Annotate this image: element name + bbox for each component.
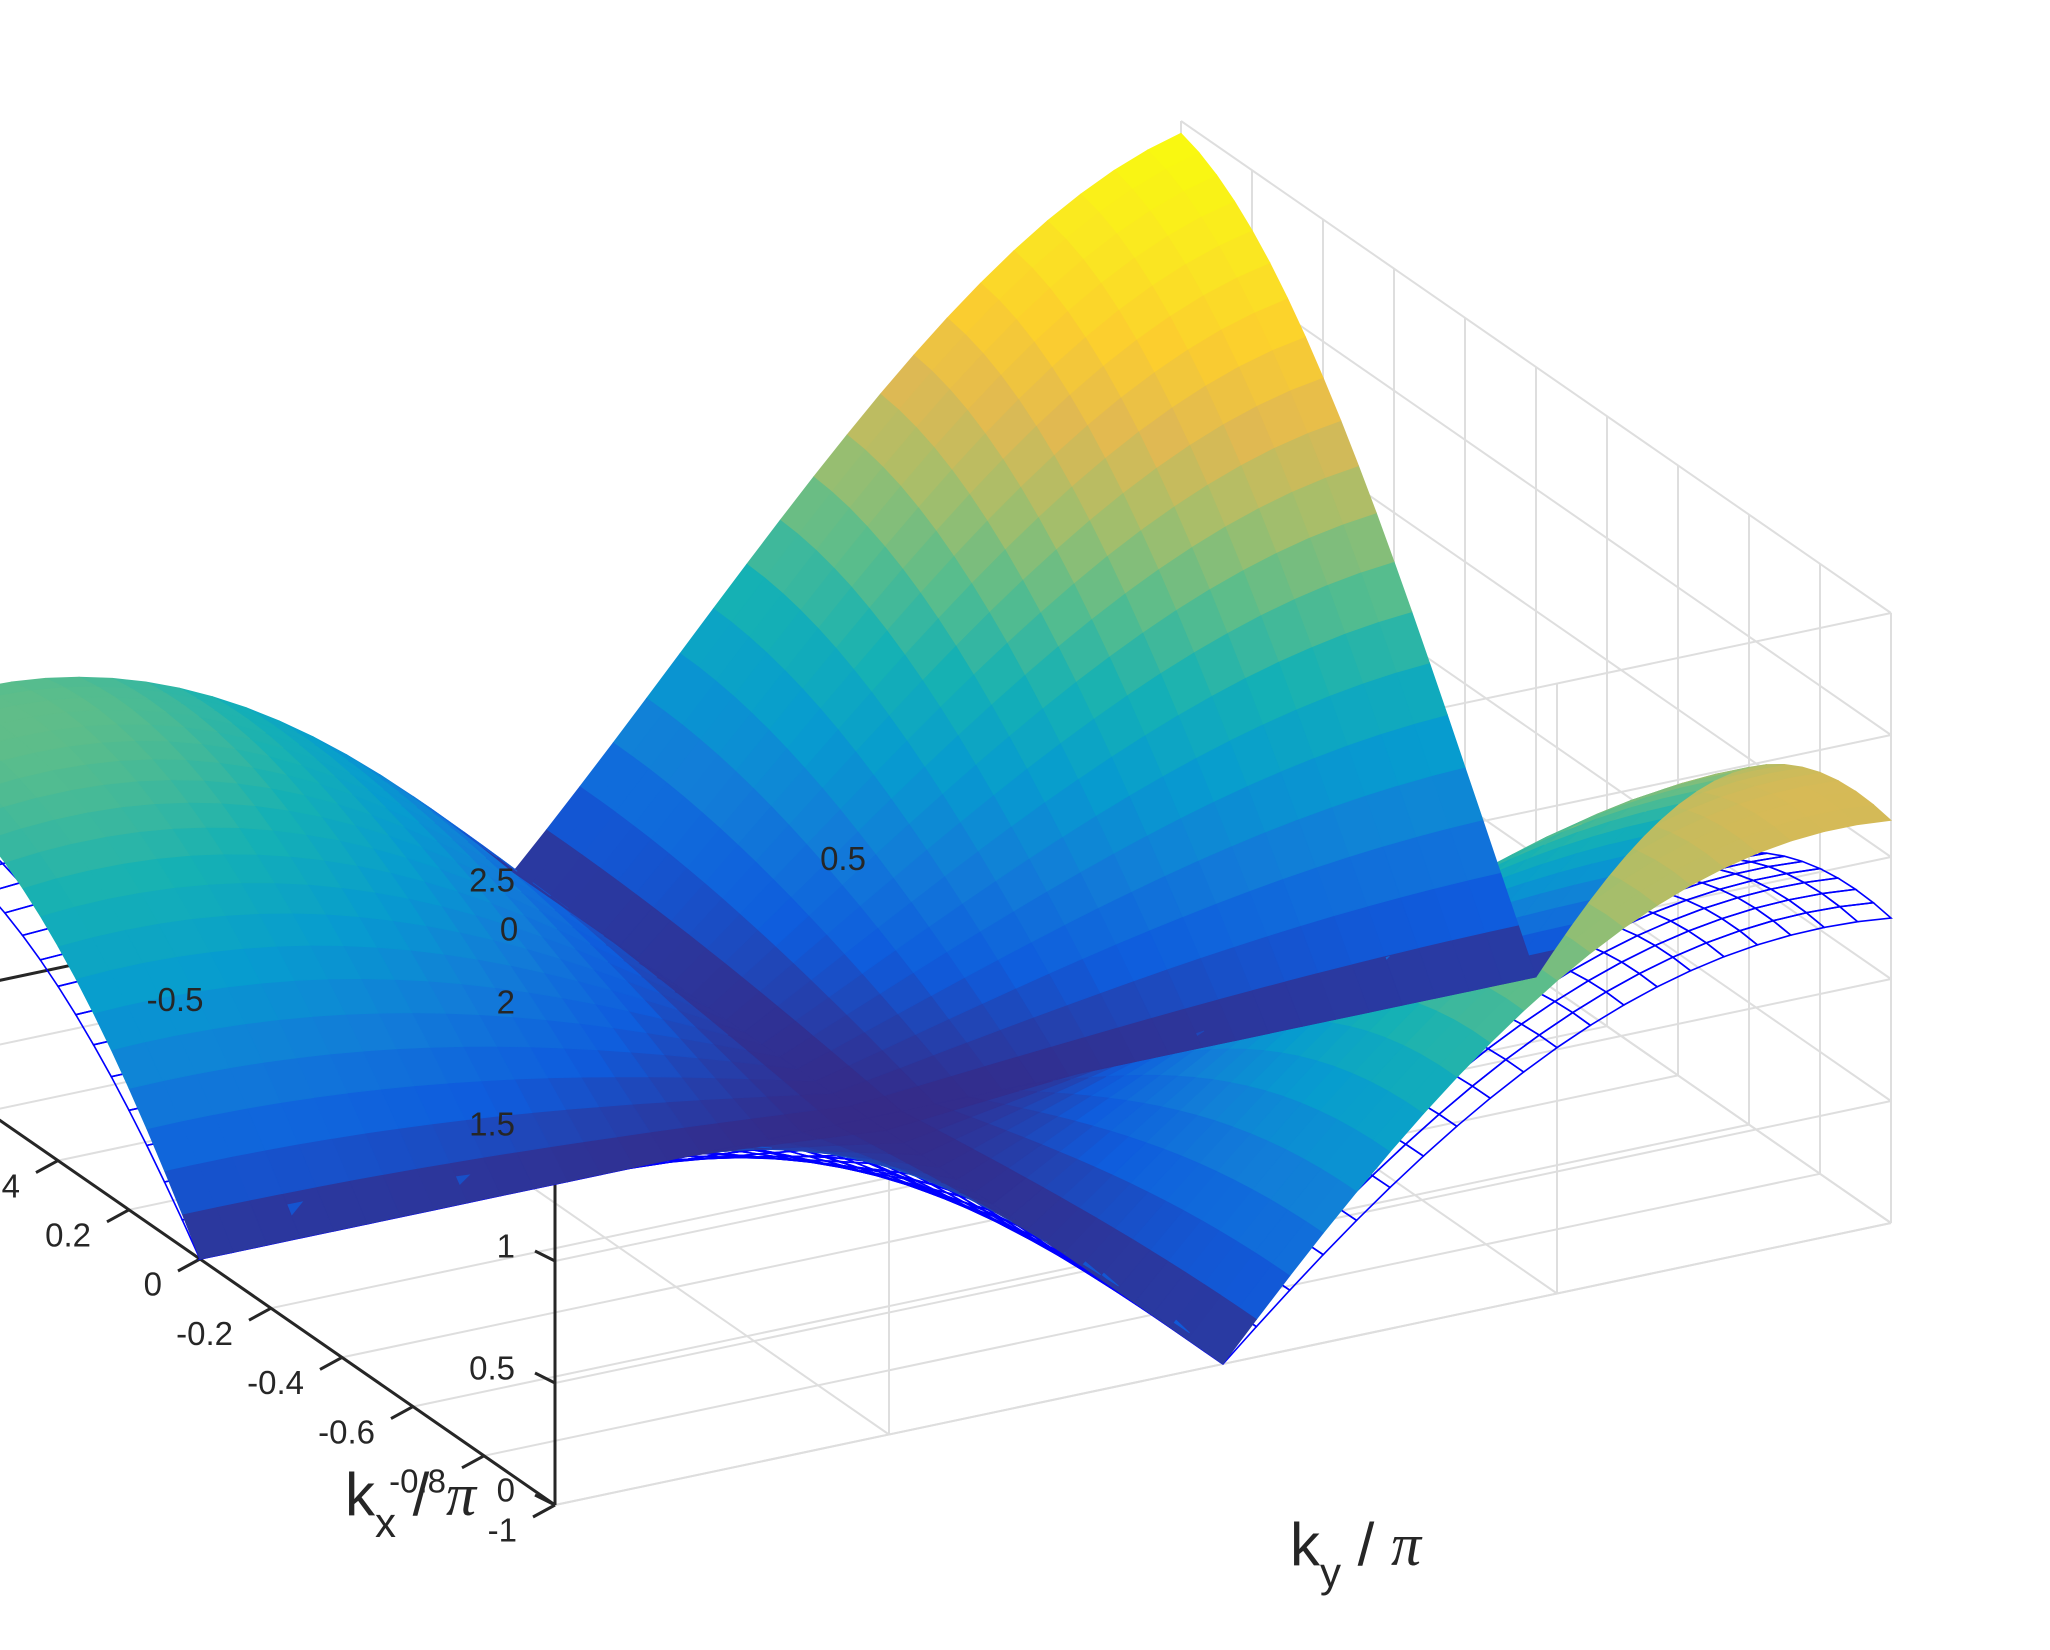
y-axis-title: ky / π bbox=[1290, 1511, 1423, 1596]
surface-cell-33-0 bbox=[0, 803, 4, 809]
z-tick-label-4: 2 bbox=[497, 984, 515, 1021]
right-wall-hgrid-5 bbox=[1180, 120, 1892, 614]
x-tick-2 bbox=[390, 1405, 414, 1420]
mesh-cell-2-38 bbox=[1768, 881, 1825, 901]
y-tick-label-2: 0 bbox=[500, 911, 518, 948]
x-tick-label-0: -1 bbox=[488, 1512, 517, 1549]
z-tick-label-0: 0 bbox=[497, 1472, 515, 1509]
z-tick-1 bbox=[534, 1371, 556, 1385]
x-tick-5 bbox=[177, 1257, 201, 1273]
x-tick-6 bbox=[106, 1208, 130, 1224]
y-tick-label-3: 0.5 bbox=[820, 840, 866, 877]
mesh-cell-0-38 bbox=[1804, 905, 1860, 929]
z-tick-label-5: 2.5 bbox=[469, 862, 515, 899]
x-tick-label-4: -0.2 bbox=[176, 1315, 233, 1352]
surface-cell-38-3 bbox=[0, 696, 16, 709]
x-axis-title: kx / π bbox=[345, 1461, 478, 1546]
mesh-cell-2-39 bbox=[1801, 877, 1858, 895]
surface-cell-36-2 bbox=[0, 724, 18, 742]
z-tick-2 bbox=[534, 1249, 556, 1263]
mesh-cell-0-36 bbox=[1738, 919, 1793, 946]
x-tick-7 bbox=[35, 1159, 59, 1174]
x-tick-label-6: 0.2 bbox=[45, 1217, 91, 1254]
x-tick-label-5: 0 bbox=[144, 1266, 162, 1303]
mesh-cell-2-37 bbox=[1735, 888, 1791, 910]
y-tick-label-1: -0.5 bbox=[147, 981, 204, 1018]
z-tick-0 bbox=[534, 1493, 556, 1507]
surface-solid bbox=[0, 132, 1892, 1365]
z-tick-label-3: 1.5 bbox=[469, 1106, 515, 1143]
x-tick-3 bbox=[319, 1356, 343, 1371]
z-tick-label-1: 0.5 bbox=[469, 1350, 515, 1387]
x-tick-0 bbox=[532, 1503, 556, 1519]
x-tick-label-2: -0.6 bbox=[318, 1413, 375, 1450]
x-tick-4 bbox=[248, 1306, 272, 1322]
x-tick-label-1: -0.8 bbox=[389, 1463, 446, 1500]
x-tick-label-7: 0.4 bbox=[0, 1167, 20, 1204]
mesh-cell-1-36 bbox=[1720, 907, 1775, 932]
z-tick-label-2: 1 bbox=[497, 1228, 515, 1265]
surface-cell-35-1 bbox=[0, 759, 2, 762]
tick-labels: 00.511.522.5-1-0.8-0.6-0.4-0.200.20.40.6… bbox=[0, 840, 866, 1549]
mesh-cell-1-38 bbox=[1786, 892, 1842, 914]
x-tick-1 bbox=[461, 1454, 485, 1470]
x-tick-label-3: -0.4 bbox=[247, 1364, 304, 1401]
surface-cell-39-4 bbox=[0, 681, 32, 696]
